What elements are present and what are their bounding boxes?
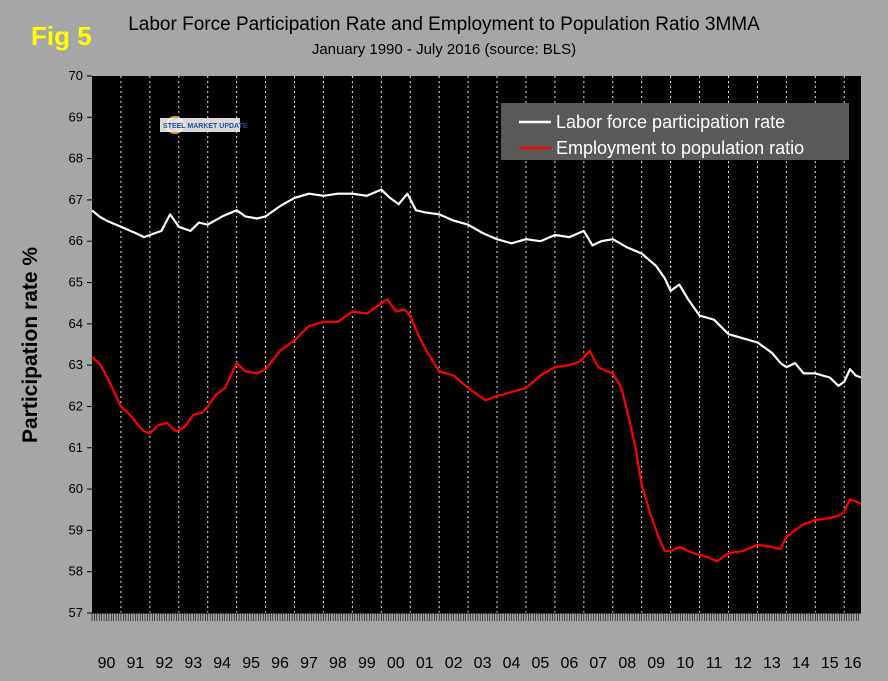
y-tick-label: 69 [69, 109, 83, 124]
x-tick-label: 14 [792, 655, 810, 672]
x-tick-label: 04 [503, 655, 521, 672]
y-tick-label: 61 [69, 440, 83, 455]
x-tick-label: 13 [763, 655, 781, 672]
x-tick-label: 09 [647, 655, 665, 672]
x-tick-label: 97 [300, 655, 318, 672]
x-tick-label: 00 [387, 655, 405, 672]
x-tick-label: 08 [618, 655, 636, 672]
y-tick-label: 66 [69, 233, 83, 248]
y-tick-label: 62 [69, 398, 83, 413]
x-tick-label: 94 [213, 655, 231, 672]
y-tick-label: 65 [69, 275, 83, 290]
logo-text: STEEL MARKET UPDATE [163, 123, 248, 130]
chart-subtitle: January 1990 - July 2016 (source: BLS) [311, 41, 577, 58]
x-tick-label: 06 [560, 655, 578, 672]
x-tick-label: 07 [589, 655, 607, 672]
y-tick-label: 59 [69, 522, 83, 537]
x-axis: 90 91 92 93 94 95 96 97 98 99 00 01 02 03 04 05 06 07 08 09… [91, 612, 862, 672]
legend-box [501, 103, 849, 160]
chart-title: Labor Force Participation Rate and Emplo… [128, 14, 760, 35]
y-tick-label: 63 [69, 357, 83, 372]
x-tick-label: 05 [532, 655, 550, 672]
x-tick-label: 98 [329, 655, 347, 672]
y-tick-label: 68 [69, 151, 83, 166]
series-group [91, 188, 862, 563]
steel-market-update-logo: STEEL MARKET UPDATE [160, 116, 248, 134]
y-tick-label: 64 [69, 316, 83, 331]
series-line-participation-rate [91, 188, 862, 387]
x-tick-label: 92 [155, 655, 173, 672]
x-tick-label: 95 [242, 655, 260, 672]
x-tick-label: 15 [821, 655, 839, 672]
y-tick-label: 67 [69, 192, 83, 207]
x-tick-label: 91 [126, 655, 144, 672]
x-tick-label: 96 [271, 655, 289, 672]
x-tick-label: 12 [734, 655, 752, 672]
x-tick-label: 99 [358, 655, 376, 672]
x-tick-label: 16 [844, 655, 862, 672]
series-line-employment-ratio [91, 298, 862, 563]
x-tick-label: 93 [184, 655, 202, 672]
legend-label-employment: Employment to population ratio [556, 138, 804, 158]
x-tick-label: 10 [676, 655, 694, 672]
y-tick-label: 60 [69, 481, 83, 496]
y-tick-label: 70 [69, 68, 83, 83]
x-tick-label: 03 [474, 655, 492, 672]
y-tick-label: 58 [69, 564, 83, 579]
legend-label-participation: Labor force participation rate [556, 112, 785, 132]
y-axis: 57 58 59 60 61 62 63 64 65 66 67 68 69 70 [69, 68, 92, 620]
figure-label: Fig 5 [31, 21, 92, 51]
x-tick-label: 01 [416, 655, 434, 672]
x-tick-label: 02 [445, 655, 463, 672]
x-tick-label: 11 [706, 655, 723, 672]
x-tick-label: 90 [98, 655, 116, 672]
y-tick-label: 57 [69, 605, 83, 620]
legend: Labor force participation rate Employmen… [501, 103, 849, 160]
plot-area [92, 76, 861, 613]
